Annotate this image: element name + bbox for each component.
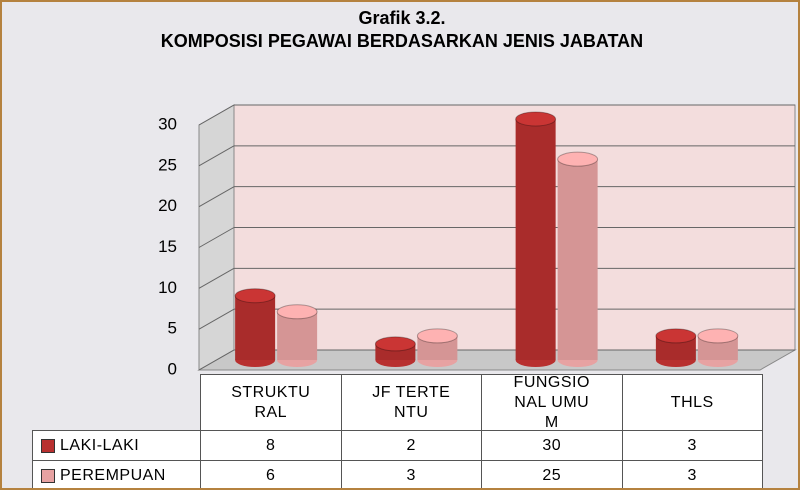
data-label-text: 8 [266, 436, 276, 454]
data-label-text: 3 [687, 436, 697, 454]
side-grid-line [198, 308, 235, 330]
bar-cap [515, 111, 557, 127]
y-tick-label: 0 [168, 359, 177, 378]
x-tick-label-text: THLS [670, 393, 714, 411]
y-tick-label: 15 [158, 237, 177, 256]
data-label-text: 30 [542, 436, 562, 454]
legend-key [41, 468, 55, 483]
bar [557, 159, 598, 360]
x-tick-label: FUNGSIONAL UMUM [481, 374, 623, 431]
data-label-text: 25 [542, 466, 562, 484]
legend-entry: PEREMPUAN [32, 460, 201, 488]
bar-cap [697, 328, 739, 344]
chart-title: Grafik 3.2. [358, 8, 445, 28]
legend-entry-text: PEREMPUAN [60, 466, 166, 484]
bar-cap [276, 304, 318, 320]
side-grid-line [198, 186, 235, 208]
bar-cap [655, 328, 697, 344]
x-tick-label-text: FUNGSIONAL UMUM [513, 373, 590, 431]
side-grid-line [198, 145, 235, 167]
bar-cap [374, 336, 416, 352]
chart-subtitle: KOMPOSISI PEGAWAI BERDASARKAN JENIS JABA… [161, 31, 643, 51]
x-tick-label: THLS [621, 374, 763, 431]
legend-entry: LAKI-LAKI [32, 430, 201, 461]
data-label: 2 [340, 430, 482, 461]
data-label: 30 [481, 430, 623, 461]
side-grid-line [198, 267, 235, 289]
data-label: 3 [621, 460, 763, 488]
data-label: 8 [200, 430, 342, 461]
y-tick-label: 20 [158, 196, 177, 215]
side-grid-line [198, 227, 235, 248]
side-grid-line [198, 104, 235, 126]
data-label: 3 [340, 460, 482, 488]
data-label-text: 6 [266, 466, 276, 484]
y-tick-label: 10 [158, 278, 177, 297]
x-tick-label: JF TERTENTU [340, 374, 482, 431]
bar [235, 295, 276, 360]
bar-cap [557, 151, 599, 167]
bar [277, 311, 318, 360]
data-table: STRUKTURAL JF TERTENTU FUNGSIONAL UMUM THLS… [32, 374, 763, 488]
y-tick-label: 5 [168, 319, 177, 338]
data-label: 6 [200, 460, 342, 488]
legend-key [41, 438, 55, 453]
x-tick-label: STRUKTURAL [200, 374, 342, 431]
x-tick-label-text: JF TERTENTU [372, 383, 451, 421]
data-label: 25 [481, 460, 623, 488]
table-corner [32, 374, 201, 431]
data-label: 3 [621, 430, 763, 461]
data-label-text: 3 [687, 466, 697, 484]
bar-cap [234, 288, 276, 304]
y-tick-label: 25 [158, 155, 177, 174]
bar [515, 119, 556, 360]
y-tick-label: 30 [158, 114, 177, 133]
data-label-text: 2 [406, 436, 416, 454]
bar-cap [416, 328, 458, 344]
data-label-text: 3 [406, 466, 416, 484]
legend-entry-text: LAKI-LAKI [60, 436, 140, 454]
x-tick-label-text: STRUKTURAL [231, 383, 311, 421]
side-grid-line [198, 349, 235, 371]
